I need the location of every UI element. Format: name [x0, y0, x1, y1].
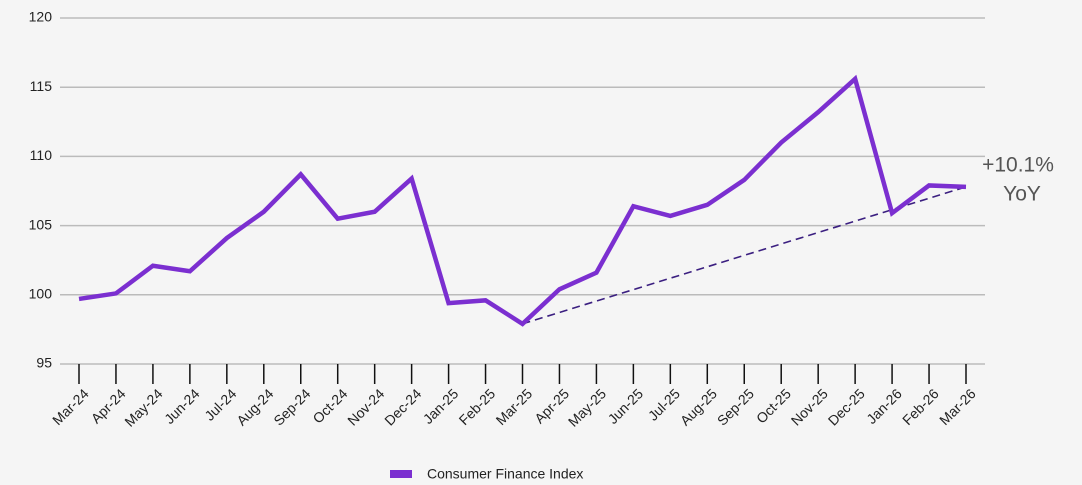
x-tick-label: Jun-24: [161, 385, 203, 427]
y-tick-label: 115: [30, 78, 53, 94]
x-tick-label: Jan-26: [863, 385, 905, 427]
legend-label: Consumer Finance Index: [427, 466, 583, 482]
x-tick-label: Sep-24: [270, 385, 313, 428]
x-tick-label: Oct-25: [753, 385, 794, 426]
y-tick-label: 105: [29, 216, 53, 232]
annotation: +10.1%: [982, 154, 1054, 177]
x-tick-label: May-25: [565, 385, 609, 429]
series-line: [78, 74, 967, 327]
x-tick-label: Feb-25: [456, 385, 499, 428]
y-tick-label: 110: [30, 147, 53, 163]
x-tick-label: Mar-25: [493, 385, 536, 428]
x-tick-label: Mar-24: [49, 385, 92, 428]
x-tick-label: Aug-24: [233, 385, 276, 428]
y-tick-label: 120: [29, 9, 53, 25]
x-tick-label: Nov-25: [788, 385, 831, 428]
x-tick-label: Aug-25: [677, 385, 720, 428]
x-tick-label: Jun-25: [605, 385, 647, 427]
x-tick-label: Sep-25: [714, 385, 757, 428]
x-tick-label: May-24: [121, 385, 165, 429]
y-tick-label: 100: [29, 286, 53, 302]
legend-swatch: [390, 470, 412, 478]
x-tick-label: Jan-25: [420, 385, 462, 427]
x-tick-label: Dec-24: [381, 385, 424, 428]
x-tick-label: Dec-25: [825, 385, 868, 428]
annotation: YoY: [1003, 183, 1041, 206]
x-tick-label: Feb-26: [899, 385, 942, 428]
x-tick-label: Mar-26: [936, 385, 979, 428]
y-tick-label: 95: [36, 355, 52, 371]
x-tick-label: Oct-24: [309, 385, 350, 426]
x-tick-label: Nov-24: [344, 385, 387, 428]
